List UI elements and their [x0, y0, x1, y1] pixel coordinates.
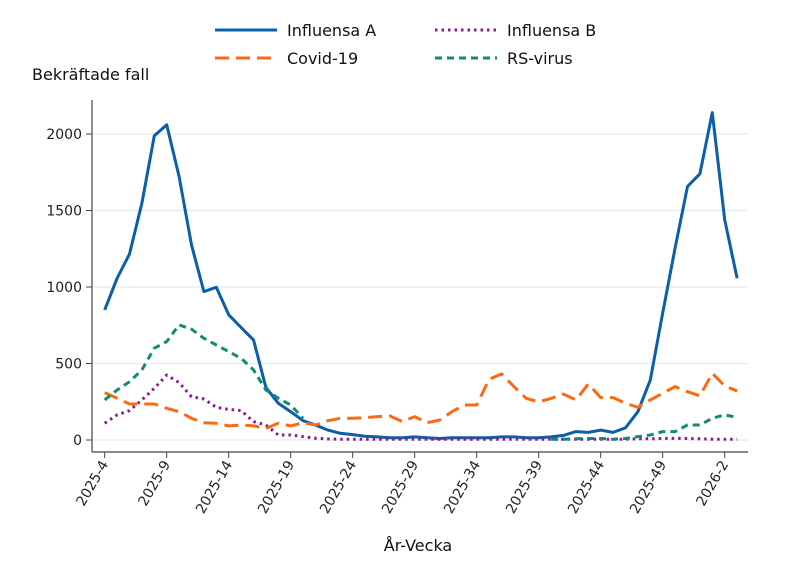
series-lines: [103, 111, 739, 441]
y-tick-label: 2000: [46, 127, 82, 143]
legend: Influensa A Influensa B Covid-19 RS-virus: [215, 21, 596, 68]
y-tick-label: 500: [55, 357, 82, 373]
y-axis-label: Bekräftade fall: [32, 65, 149, 84]
legend-item: Covid-19: [215, 49, 358, 68]
y-tick-label: 1000: [46, 280, 82, 296]
x-tick-label: 2025-29: [379, 458, 422, 517]
legend-item: RS-virus: [435, 49, 573, 68]
legend-label: Covid-19: [287, 49, 358, 68]
legend-item: Influensa A: [215, 21, 376, 40]
series-influensa-a-line: [103, 111, 739, 440]
x-tick-label: 2025-39: [503, 458, 546, 517]
x-tick-label: 2025-9: [136, 458, 175, 509]
x-tick-label: 2025-19: [255, 458, 298, 517]
y-tick-label: 0: [73, 433, 82, 449]
x-tick-label: 2026-2: [694, 458, 733, 509]
x-tick-label: 2025-14: [193, 458, 236, 517]
x-tick-label: 2025-24: [317, 458, 360, 517]
series-covid-19-line: [104, 371, 738, 430]
series-influensa-b-line: [103, 373, 738, 441]
y-ticks: 0 500 1000 1500 2000: [46, 127, 92, 449]
x-tick-label: 2025-44: [565, 458, 608, 517]
legend-item: Influensa B: [435, 21, 596, 40]
legend-label: Influensa A: [287, 21, 376, 40]
x-tick-label: 2025-34: [441, 458, 484, 517]
x-axis-label: År-Vecka: [384, 536, 452, 555]
x-ticks: 2025-4 2025-9 2025-14 2025-19 2025-24 2025-29…: [74, 452, 733, 517]
gridlines: [93, 133, 748, 441]
x-tick-label: 2025-49: [627, 458, 670, 517]
legend-label: RS-virus: [507, 49, 573, 68]
y-tick-label: 1500: [46, 204, 82, 220]
x-tick-label: 2025-4: [74, 458, 113, 509]
series-rs-virus-line: [103, 323, 738, 441]
legend-label: Influensa B: [507, 21, 596, 40]
